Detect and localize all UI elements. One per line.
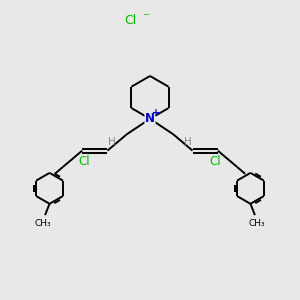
- Text: Cl: Cl: [125, 14, 137, 27]
- Text: Cl: Cl: [79, 155, 90, 168]
- Text: ⁻: ⁻: [142, 11, 149, 25]
- Text: +: +: [152, 108, 160, 118]
- Text: CH₃: CH₃: [249, 219, 266, 228]
- Text: CH₃: CH₃: [34, 219, 51, 228]
- Text: H: H: [184, 137, 192, 147]
- Text: Cl: Cl: [210, 155, 221, 168]
- Text: H: H: [108, 137, 116, 147]
- Text: N: N: [145, 112, 155, 125]
